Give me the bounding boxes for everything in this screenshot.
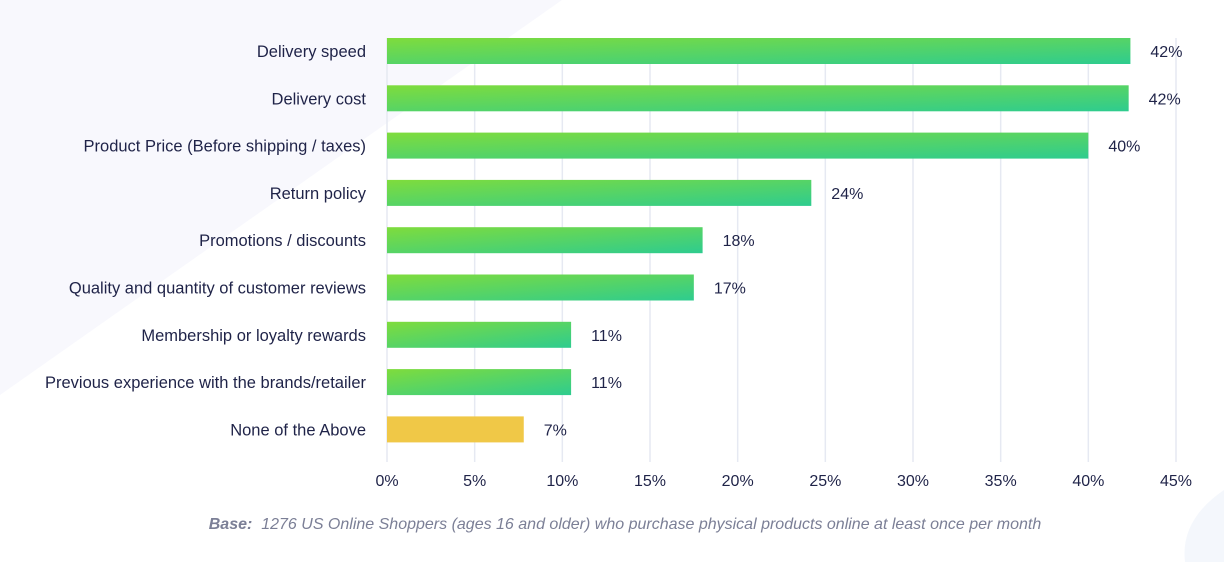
category-label: Product Price (Before shipping / taxes) xyxy=(84,138,366,156)
data-label: 42% xyxy=(1149,91,1181,108)
background-shape-corner xyxy=(1184,490,1224,562)
category-label: None of the Above xyxy=(230,421,366,439)
bar xyxy=(387,274,694,301)
x-tick-label: 45% xyxy=(1160,473,1192,490)
bar xyxy=(387,369,572,396)
x-tick-label: 15% xyxy=(634,473,666,490)
data-label: 42% xyxy=(1150,44,1182,61)
x-tick-label: 40% xyxy=(1072,473,1104,490)
footnote-label: Base: xyxy=(208,516,253,533)
data-label: 11% xyxy=(591,328,622,345)
data-label: 17% xyxy=(714,281,746,298)
bar xyxy=(387,85,1129,112)
x-tick-label: 35% xyxy=(985,473,1017,490)
data-label: 11% xyxy=(591,375,622,392)
category-label: Return policy xyxy=(270,185,367,203)
bar xyxy=(387,38,1131,64)
category-label: Delivery speed xyxy=(257,43,366,61)
category-label: Delivery cost xyxy=(272,90,367,108)
x-tick-label: 30% xyxy=(897,473,929,490)
x-tick-label: 10% xyxy=(546,473,578,490)
data-label: 24% xyxy=(831,186,863,203)
x-tick-label: 20% xyxy=(722,473,754,490)
x-tick-label: 0% xyxy=(375,473,398,490)
bar xyxy=(387,132,1089,159)
bar xyxy=(387,416,524,443)
data-label: 40% xyxy=(1108,139,1140,156)
bar xyxy=(387,227,703,254)
category-label: Promotions / discounts xyxy=(199,232,366,250)
footnote: Base: 1276 US Online Shoppers (ages 16 a… xyxy=(0,516,1224,534)
data-label: 18% xyxy=(723,233,755,250)
x-tick-label: 25% xyxy=(809,473,841,490)
data-label: 7% xyxy=(544,422,567,439)
category-label: Quality and quantity of customer reviews xyxy=(69,280,366,298)
footnote-text: 1276 US Online Shoppers (ages 16 and old… xyxy=(261,516,1042,533)
category-label: Previous experience with the brands/reta… xyxy=(45,374,367,392)
x-tick-label: 5% xyxy=(463,473,486,490)
category-label: Membership or loyalty rewards xyxy=(141,327,366,345)
bar xyxy=(387,321,572,348)
bar xyxy=(387,179,812,206)
